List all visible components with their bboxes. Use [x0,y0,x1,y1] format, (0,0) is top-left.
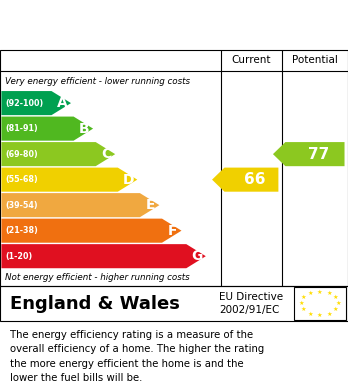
Text: ★: ★ [301,307,307,312]
Text: (1-20): (1-20) [6,252,33,261]
Polygon shape [1,91,71,115]
Text: ★: ★ [326,291,332,296]
Text: B: B [79,122,90,136]
Text: G: G [191,249,203,263]
Text: ★: ★ [333,307,339,312]
Polygon shape [1,219,182,243]
Text: (69-80): (69-80) [6,150,38,159]
Text: ★: ★ [333,295,339,300]
Text: (39-54): (39-54) [6,201,38,210]
Text: (55-68): (55-68) [6,175,38,184]
Polygon shape [1,142,115,166]
Text: ★: ★ [308,312,313,317]
Text: ★: ★ [308,291,313,296]
Polygon shape [212,168,278,192]
Text: Very energy efficient - lower running costs: Very energy efficient - lower running co… [5,77,190,86]
Polygon shape [1,117,93,141]
Text: C: C [101,147,112,161]
Text: D: D [123,173,134,187]
Polygon shape [1,193,159,217]
Text: (81-91): (81-91) [6,124,38,133]
Text: 77: 77 [308,147,329,161]
Text: ★: ★ [317,289,323,294]
Text: (92-100): (92-100) [6,99,44,108]
Text: The energy efficiency rating is a measure of the
overall efficiency of a home. T: The energy efficiency rating is a measur… [10,330,265,383]
Text: ★: ★ [326,312,332,317]
Text: A: A [57,96,68,110]
Text: Potential: Potential [292,55,338,65]
Text: Energy Efficiency Rating: Energy Efficiency Rating [10,16,239,34]
Text: ★: ★ [335,301,341,306]
Text: ★: ★ [301,295,307,300]
Text: ★: ★ [317,313,323,318]
Text: ★: ★ [299,301,304,306]
Text: E: E [146,198,155,212]
Polygon shape [1,168,137,192]
Text: Current: Current [232,55,271,65]
Text: Not energy efficient - higher running costs: Not energy efficient - higher running co… [5,273,190,282]
Text: England & Wales: England & Wales [10,295,180,313]
Text: EU Directive
2002/91/EC: EU Directive 2002/91/EC [219,292,283,316]
Polygon shape [1,244,206,268]
Text: F: F [168,224,177,238]
Polygon shape [273,142,345,166]
Text: 66: 66 [244,172,266,187]
Text: (21-38): (21-38) [6,226,38,235]
